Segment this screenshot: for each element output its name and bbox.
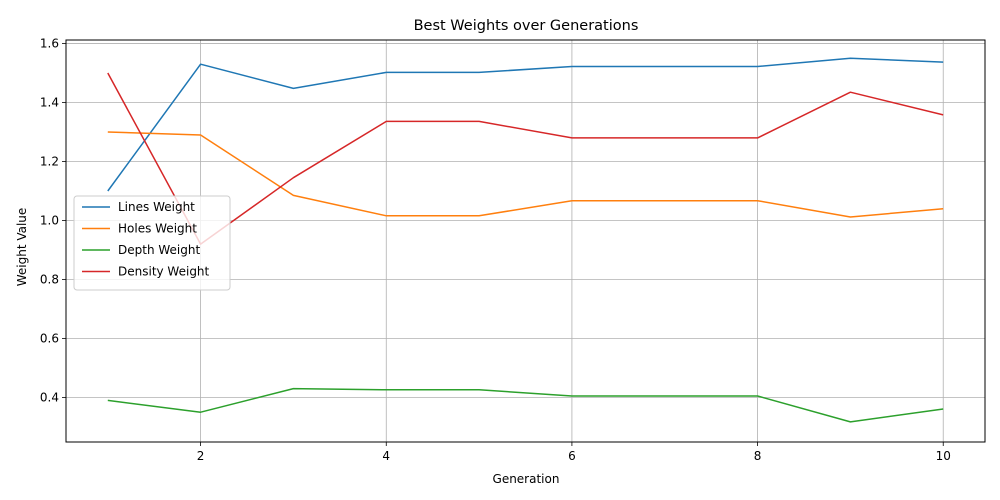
x-tick-label: 8 bbox=[754, 449, 762, 463]
legend-label-density-weight: Density Weight bbox=[118, 265, 210, 279]
grid bbox=[66, 40, 985, 442]
legend-label-lines-weight: Lines Weight bbox=[118, 200, 195, 214]
plot-frame bbox=[65, 39, 986, 443]
legend-label-holes-weight: Holes Weight bbox=[118, 222, 197, 236]
y-axis-ticks: 0.4 0.6 0.8 1.0 1.2 1.4 1.6 bbox=[40, 37, 66, 404]
series-line-holes-weight bbox=[107, 131, 944, 218]
x-tick-label: 6 bbox=[568, 449, 576, 463]
y-axis-title: Weight Value bbox=[15, 208, 29, 287]
legend: Lines Weight Holes Weight Depth Weight Dens… bbox=[73, 195, 231, 291]
x-tick-label: 4 bbox=[382, 449, 390, 463]
legend-box bbox=[73, 195, 231, 291]
chart-title: Best Weights over Generations bbox=[414, 18, 639, 34]
y-tick-label: 1.6 bbox=[40, 37, 59, 51]
y-tick-label: 0.6 bbox=[40, 331, 59, 345]
y-tick-label: 0.8 bbox=[40, 272, 59, 286]
y-tick-label: 1.2 bbox=[40, 155, 59, 169]
y-tick-label: 1.0 bbox=[40, 214, 59, 228]
legend-label-depth-weight: Depth Weight bbox=[118, 243, 200, 257]
y-tick-label: 1.4 bbox=[40, 96, 59, 110]
x-tick-label: 2 bbox=[197, 449, 205, 463]
series-layer bbox=[107, 57, 944, 423]
y-tick-label: 0.4 bbox=[40, 390, 59, 404]
series-line-lines-weight bbox=[107, 57, 944, 192]
series-line-density-weight bbox=[107, 72, 944, 245]
x-axis-ticks: 2 4 6 8 10 bbox=[197, 442, 951, 463]
x-axis-title: Generation bbox=[493, 472, 560, 486]
x-tick-label: 10 bbox=[936, 449, 951, 463]
series-line-depth-weight bbox=[107, 387, 944, 423]
